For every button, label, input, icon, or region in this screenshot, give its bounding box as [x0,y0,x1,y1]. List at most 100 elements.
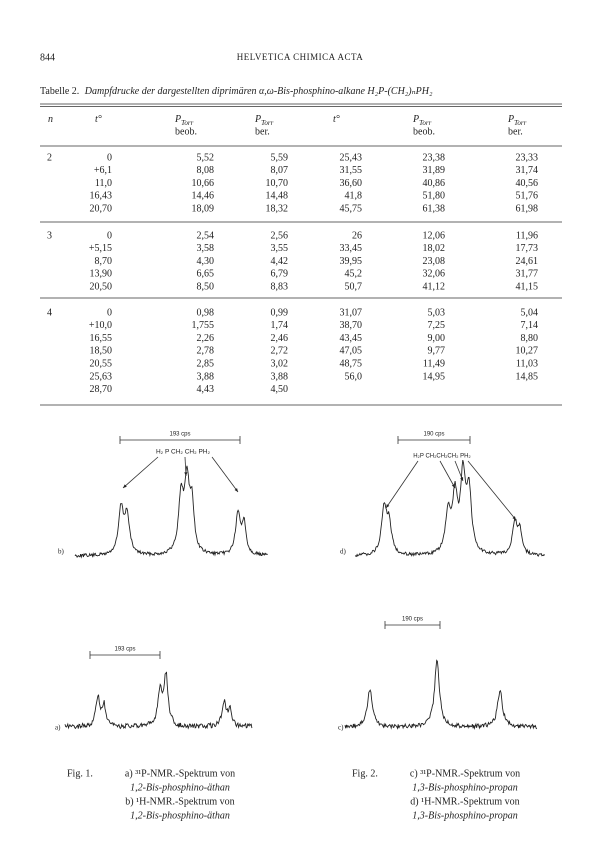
figure-number: Fig. 2. [352,768,378,779]
column-note: beob. [175,126,197,137]
table-cell: 3,55 [271,243,289,254]
scale-label: 193 cps [169,432,190,438]
spectrum-label: b) [58,548,65,556]
journal-title: HELVETICA CHIMICA ACTA [237,52,363,62]
table-cell: 13,90 [90,269,113,280]
table-cell: 24,61 [516,256,539,267]
table-cell: 1,755 [192,320,215,331]
table-cell: 11,49 [423,358,445,369]
column-note: ber. [255,126,270,137]
column-symbol: P [412,114,419,125]
table-cell: 2,56 [271,230,289,241]
caption-line: b) ¹H-NMR.-Spektrum von [125,796,234,807]
assignment-arrow [385,460,419,509]
table-cell: 33,45 [340,243,363,254]
table-cell: 3,88 [271,371,289,382]
table-cell: 25,43 [340,152,363,163]
arrow-head [386,504,390,508]
table-cell: 14,46 [192,191,215,202]
table-cell: 41,15 [516,281,539,292]
table-caption: Tabelle 2. Dampfdrucke der dargestellten… [40,86,433,97]
table-cell: 5,03 [428,307,446,318]
caption-line: a) ³¹P-NMR.-Spektrum von [125,768,235,779]
table-cell: 31,77 [516,269,539,280]
table-cell: 2,46 [271,333,289,344]
table-cell: 20,55 [90,358,113,369]
table-cell: 18,02 [423,243,446,254]
table-cell: 51,80 [423,191,446,202]
spectrum-trace [74,465,268,559]
column-symbol: t° [333,114,340,125]
page-number: 844 [40,52,55,63]
arrow-head [123,484,127,488]
spectrum-trace [64,671,253,730]
spectrum-label: c) [338,724,344,732]
table-cell: 2,72 [271,346,289,357]
table-cell: 25,63 [90,371,113,382]
table-cell: 4,43 [197,384,215,395]
arrow-head [184,472,188,476]
table-cell: 41,8 [345,191,363,202]
table-cell: 3,58 [197,243,215,254]
table-cell: 10,66 [192,178,215,189]
caption-line: 1,3-Bis-phosphino-propan [412,810,517,821]
column-symbol: P [174,114,181,125]
table-cell: 7,14 [521,320,539,331]
table-cell: 9,00 [428,333,446,344]
assignment-arrow [122,456,159,489]
arrow-head [451,484,455,488]
table-cell: 8,50 [197,281,215,292]
table-cell: 43,45 [340,333,363,344]
table-cell: 11,0 [95,178,112,189]
spectrum-label: d) [340,548,347,556]
column-note: ber. [508,126,523,137]
column-symbol: P [507,114,514,125]
column-subscript: Torr [261,119,273,127]
table-cell: 50,7 [345,281,363,292]
column-subscript: Torr [419,119,431,127]
table-cell: 39,95 [340,256,363,267]
table-cell: 5,04 [521,307,539,318]
table-cell: 61,98 [516,203,539,214]
group-n: 2 [47,152,52,163]
table-cell: 8,07 [271,165,289,176]
table-cell: 14,95 [423,371,446,382]
column-header: PTorr [412,114,432,126]
table-cell: 40,86 [423,178,446,189]
column-subscript: Torr [181,119,193,127]
table-cell: 0 [107,307,112,318]
column-header: PTorr [507,114,527,126]
table-cell: 14,48 [266,191,289,202]
caption-line: 1,3-Bis-phosphino-propan [412,782,517,793]
table-cell: 61,38 [423,203,446,214]
column-header: n [48,114,53,125]
table-cell: 12,06 [423,230,446,241]
caption-text: Dampfdrucke der dargestellten diprimären… [84,86,433,97]
table-cell: 0,99 [271,307,289,318]
table-cell: 26 [352,230,362,241]
table-cell: 5,52 [197,152,215,163]
table-cell: 5,59 [271,152,289,163]
column-header: t° [333,114,340,125]
table-cell: 8,83 [271,281,289,292]
table-cell: 4,50 [271,384,289,395]
table-cell: 2,85 [197,358,215,369]
column-header: PTorr [254,114,274,126]
column-symbol: P [254,114,261,125]
table-cell: 11,03 [516,358,538,369]
table-cell: 17,73 [516,243,539,254]
arrow-head [234,488,238,492]
table-cell: 8,70 [95,256,113,267]
assignment-arrow [467,460,517,521]
table-cell: 31,55 [340,165,363,176]
table-cell: 6,79 [271,269,289,280]
table-cell: 38,70 [340,320,363,331]
table-cell: 3,02 [271,358,289,369]
table-cell: 36,60 [340,178,363,189]
table-cell: +10,0 [89,320,112,331]
arrow-head [512,516,516,520]
table-cell: +6,1 [94,165,112,176]
scale-label: 190 cps [423,432,444,438]
